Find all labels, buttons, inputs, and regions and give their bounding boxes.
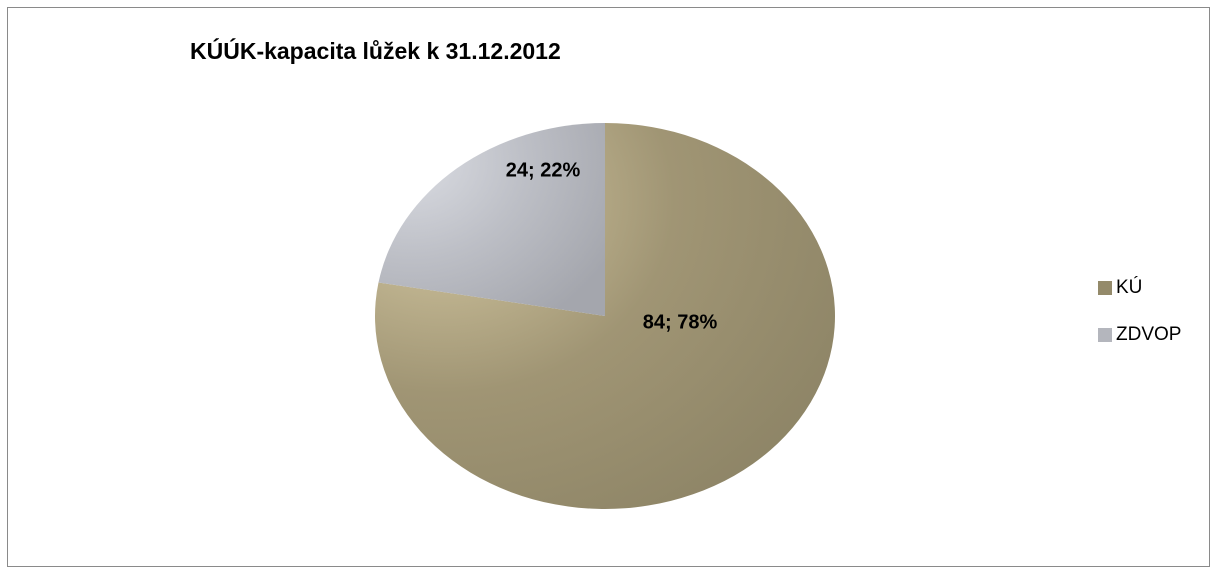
pie-slice-zdvop <box>378 123 605 316</box>
legend-item-zdvop: ZDVOP <box>1098 323 1181 347</box>
data-label-ku: 84; 78% <box>643 311 718 333</box>
legend-swatch-zdvop <box>1098 328 1112 342</box>
legend: KÚ ZDVOP <box>1098 276 1181 370</box>
pie-chart: 84; 78% 24; 22% <box>374 123 835 510</box>
legend-swatch-ku <box>1098 281 1112 295</box>
legend-label-ku: KÚ <box>1116 277 1143 298</box>
legend-label-zdvop: ZDVOP <box>1116 324 1182 345</box>
legend-item-ku: KÚ <box>1098 276 1181 300</box>
chart-title: KÚÚK-kapacita lůžek k 31.12.2012 <box>190 38 561 64</box>
data-label-zdvop: 24; 22% <box>506 159 581 181</box>
